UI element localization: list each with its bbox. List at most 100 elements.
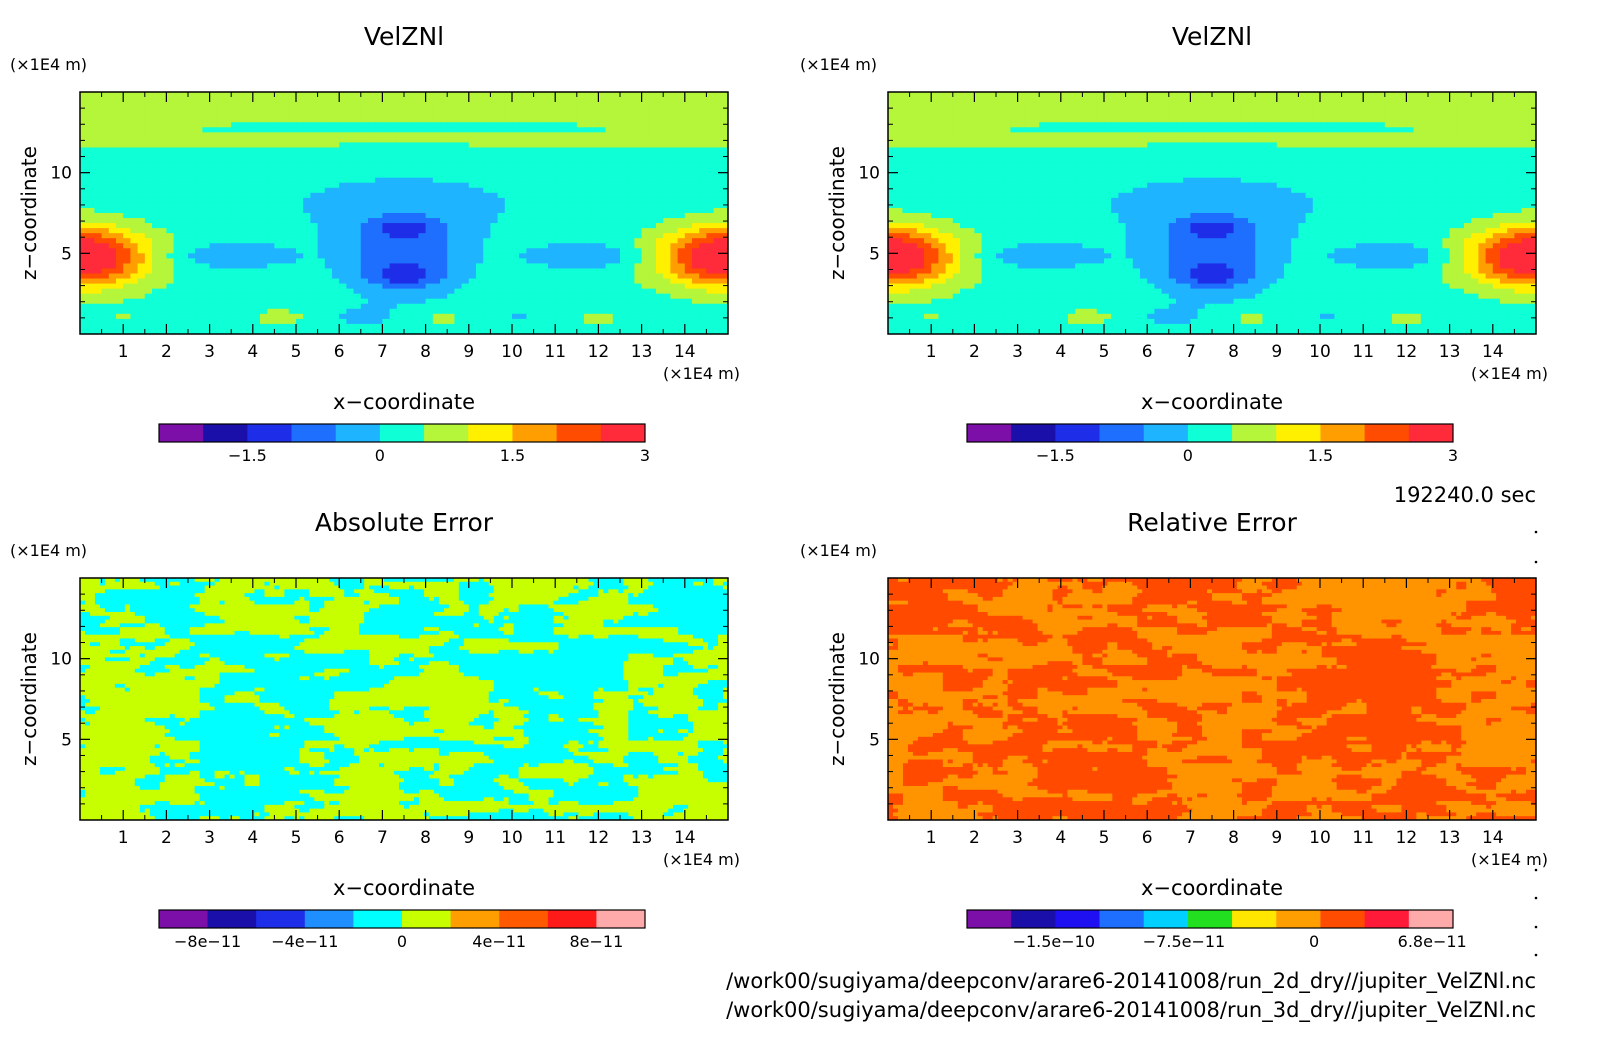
heatmap-cell: [598, 202, 607, 209]
heatmap-cell: [382, 112, 391, 118]
heatmap-cell: [432, 182, 441, 189]
heatmap-cell: [440, 218, 448, 224]
heatmap-cell: [195, 132, 203, 138]
heatmap-cell: [303, 233, 311, 239]
heatmap-cell: [281, 142, 290, 149]
heatmap-cell: [332, 213, 340, 219]
heatmap-cell: [375, 213, 383, 219]
heatmap-cell: [1399, 92, 1407, 98]
x-axis-title: x−coordinate: [333, 390, 475, 414]
heatmap-cell: [368, 263, 376, 270]
heatmap-cell: [627, 233, 635, 239]
heatmap-cell: [303, 127, 311, 133]
heatmap-cell: [108, 122, 117, 128]
heatmap-cell: [216, 97, 225, 103]
heatmap-cell: [332, 152, 340, 159]
heatmap-cell: [80, 92, 88, 98]
heatmap-cell: [389, 97, 398, 103]
heatmap-cell: [1204, 107, 1213, 113]
heatmap-cell: [209, 273, 218, 280]
heatmap-cell: [396, 273, 405, 280]
heatmap-cell: [202, 253, 211, 259]
heatmap-cell: [945, 102, 954, 108]
heatmap-cell: [548, 258, 556, 265]
heatmap-cell: [461, 298, 470, 305]
heatmap-cell: [468, 92, 477, 98]
heatmap-cell: [1003, 102, 1011, 108]
heatmap-cell: [180, 318, 189, 325]
heatmap-cell: [454, 192, 463, 199]
heatmap-cell: [368, 162, 376, 169]
heatmap-cell: [612, 243, 621, 249]
heatmap-cell: [540, 248, 549, 254]
heatmap-cell: [209, 283, 218, 290]
heatmap-cell: [346, 223, 355, 229]
heatmap-cell: [584, 162, 592, 169]
heatmap-cell: [497, 313, 506, 320]
heatmap-cell: [87, 268, 95, 275]
heatmap-cell: [166, 243, 175, 249]
heatmap-cell: [346, 137, 355, 144]
heatmap-cell: [332, 328, 340, 334]
heatmap-cell: [281, 223, 290, 229]
heatmap-cell: [245, 92, 254, 98]
heatmap-cell: [447, 318, 455, 325]
heatmap-cell: [324, 192, 333, 199]
heatmap-cell: [497, 187, 506, 194]
heatmap-cell: [339, 228, 347, 234]
heatmap-cell: [1435, 107, 1443, 113]
heatmap-cell: [569, 238, 578, 244]
heatmap-cell: [317, 182, 326, 189]
heatmap-cell: [634, 228, 643, 234]
heatmap-cell: [231, 117, 239, 123]
heatmap-cell: [188, 248, 196, 254]
heatmap-cell: [476, 177, 484, 184]
heatmap-cell: [296, 258, 304, 265]
heatmap-cell: [562, 258, 571, 265]
heatmap-cell: [209, 197, 218, 204]
heatmap-cell: [605, 177, 614, 184]
heatmap-cell: [202, 213, 211, 219]
heatmap-cell: [440, 167, 448, 174]
heatmap-cell: [1204, 112, 1213, 118]
heatmap-cell: [101, 112, 110, 118]
heatmap-cell: [648, 248, 657, 254]
heatmap-cell: [1492, 102, 1501, 108]
heatmap-cell: [396, 112, 405, 118]
heatmap-cell: [1068, 102, 1076, 108]
heatmap-cell: [108, 328, 117, 334]
heatmap-cell: [490, 243, 499, 249]
heatmap-cell: [303, 202, 311, 209]
heatmap-cell: [519, 233, 527, 239]
heatmap-cell: [317, 142, 326, 149]
heatmap-cell: [447, 197, 455, 204]
heatmap-cell: [281, 147, 290, 154]
heatmap-cell: [216, 218, 225, 224]
heatmap-cell: [562, 328, 571, 334]
heatmap-cell: [94, 218, 103, 224]
heatmap-cell: [612, 218, 621, 224]
heatmap-cell: [454, 117, 463, 123]
heatmap-cell: [317, 283, 326, 290]
heatmap-cell: [274, 223, 283, 229]
heatmap-cell: [152, 197, 160, 204]
heatmap-cell: [620, 152, 628, 159]
heatmap-cell: [245, 248, 254, 254]
heatmap-cell: [267, 298, 275, 305]
heatmap-cell: [540, 268, 549, 275]
heatmap-cell: [692, 328, 700, 334]
heatmap-cell: [1363, 97, 1371, 103]
heatmap-cell: [924, 112, 932, 118]
heatmap-cell: [130, 253, 139, 259]
heatmap-cell: [137, 278, 146, 285]
heatmap-cell: [1125, 97, 1134, 103]
heatmap-cell: [1528, 97, 1536, 103]
heatmap-cell: [656, 157, 664, 164]
heatmap-cell: [504, 107, 513, 113]
heatmap-cell: [202, 117, 211, 123]
heatmap-cell: [195, 248, 203, 254]
heatmap-cell: [317, 323, 326, 330]
heatmap-cell: [641, 112, 650, 118]
heatmap-cell: [684, 132, 693, 138]
heatmap-cell: [87, 137, 95, 144]
